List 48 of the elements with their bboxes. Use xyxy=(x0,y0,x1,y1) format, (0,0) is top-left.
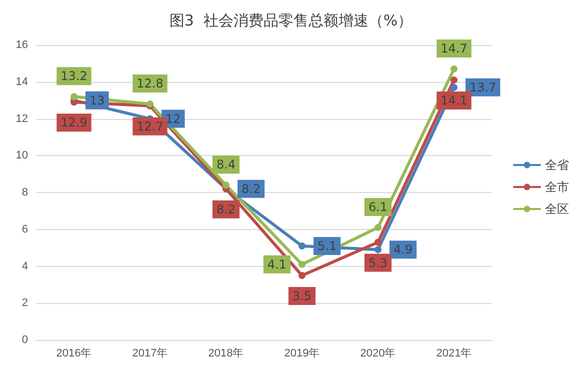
point xyxy=(374,246,382,254)
y-tick-label: 0 xyxy=(22,334,28,346)
x-tick-label: 2019年 xyxy=(284,348,320,360)
x-tick-label: 2018年 xyxy=(208,348,244,360)
x-tick-label: 2020年 xyxy=(360,348,396,360)
point xyxy=(374,238,382,246)
point xyxy=(70,93,78,100)
x-tick-label: 2017年 xyxy=(132,348,168,360)
y-tick-label: 10 xyxy=(16,150,28,162)
data-label: 6.1 xyxy=(368,200,388,214)
data-label: 12.7 xyxy=(136,119,164,134)
y-tick-label: 12 xyxy=(16,112,28,125)
legend-label: 全市 xyxy=(545,180,569,194)
data-label: 12.9 xyxy=(60,116,88,130)
x-tick-label: 2021年 xyxy=(436,348,472,360)
point xyxy=(450,84,458,91)
point xyxy=(298,260,306,268)
data-label: 8.4 xyxy=(216,158,236,172)
data-label: 12.8 xyxy=(136,76,164,90)
legend-label: 全区 xyxy=(545,202,569,216)
x-tick-label: 2016年 xyxy=(56,348,92,360)
data-label: 8.2 xyxy=(216,202,236,216)
data-label: 13.2 xyxy=(60,69,88,84)
point xyxy=(450,76,458,84)
y-tick-label: 14 xyxy=(16,76,28,88)
data-label: 14.7 xyxy=(440,41,468,56)
y-tick-label: 16 xyxy=(16,39,28,51)
data-label: 4.9 xyxy=(394,242,413,257)
point xyxy=(222,182,230,189)
data-label: 5.3 xyxy=(368,256,388,270)
point xyxy=(374,224,382,232)
data-label: 8.2 xyxy=(242,182,261,196)
y-tick-label: 8 xyxy=(22,186,28,198)
y-tick-label: 2 xyxy=(22,297,28,310)
legend-label: 全省 xyxy=(545,158,569,172)
point xyxy=(450,65,458,72)
data-label: 13.7 xyxy=(470,80,496,94)
data-label: 5.1 xyxy=(318,238,337,253)
data-label: 13 xyxy=(90,93,105,108)
data-label: 4.1 xyxy=(267,257,286,272)
y-tick-label: 6 xyxy=(22,223,28,236)
y-tick-label: 4 xyxy=(22,260,28,272)
data-label: 14.1 xyxy=(440,94,468,108)
point xyxy=(298,272,306,279)
data-label: 12 xyxy=(166,112,181,126)
point xyxy=(298,242,306,250)
data-label: 3.5 xyxy=(292,288,312,303)
chart-title: 图3 社会消费品零售总额增速（%） xyxy=(169,12,413,30)
